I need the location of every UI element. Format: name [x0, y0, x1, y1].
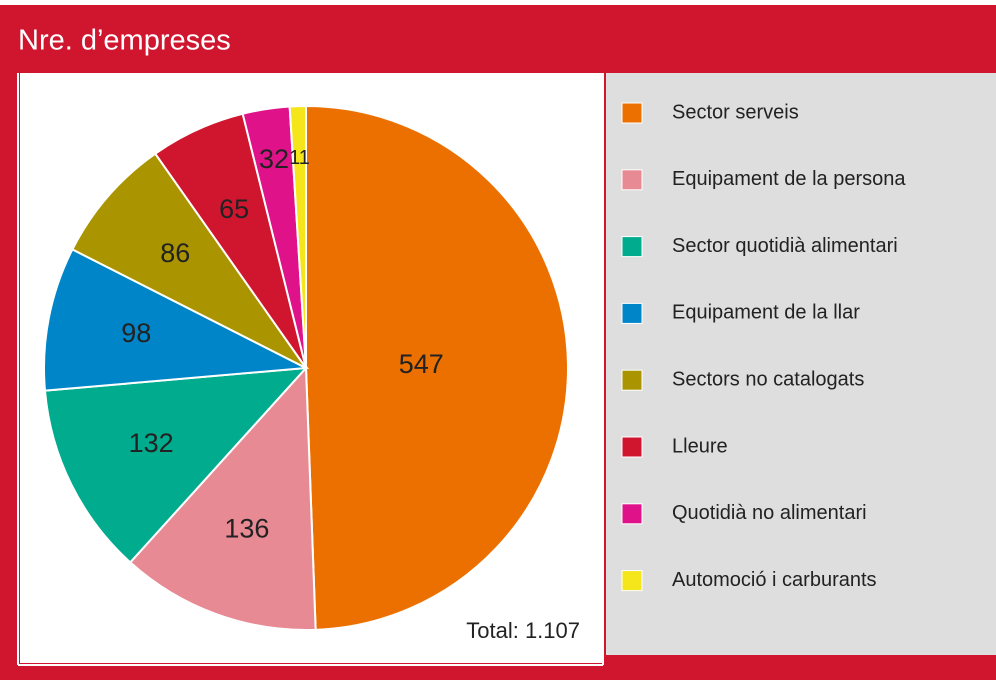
data-label: 65 [219, 194, 249, 224]
legend-label: Equipament de la llar [672, 302, 860, 324]
legend-label: Sector quotidià alimentari [672, 235, 898, 257]
data-label: 132 [129, 428, 174, 458]
legend-swatch [621, 169, 643, 191]
total-label: Total: 1.107 [466, 618, 580, 643]
data-label: 32 [259, 144, 289, 174]
data-label: 11 [289, 147, 310, 169]
pie-slice [43, 366, 309, 564]
legend-label: Automoció i carburants [672, 569, 877, 591]
data-label: 86 [160, 238, 190, 268]
pie-slice [128, 365, 317, 631]
legend-label: Equipament de la persona [672, 168, 906, 190]
legend-swatch [621, 236, 643, 258]
legend-label: Lleure [672, 435, 728, 457]
legend-swatch [621, 436, 643, 458]
legend-swatch [621, 102, 643, 124]
data-label: 136 [224, 514, 269, 544]
pie-slice [43, 248, 310, 392]
data-label: 547 [399, 349, 444, 379]
data-label: 98 [121, 318, 151, 348]
pie-slice [288, 104, 307, 369]
chart-title: Nre. d’empreses [18, 25, 231, 57]
legend-label: Sectors no catalogats [672, 368, 864, 390]
legend-swatch [621, 302, 643, 324]
pie-slice [305, 104, 570, 631]
legend-swatch [621, 369, 643, 391]
legend-panel [606, 73, 996, 655]
legend-label: Quotidià no alimentari [672, 502, 867, 524]
pie-slice [71, 152, 307, 369]
legend-label: Sector serveis [672, 101, 799, 123]
legend-swatch [621, 570, 643, 592]
legend-swatch [621, 503, 643, 525]
